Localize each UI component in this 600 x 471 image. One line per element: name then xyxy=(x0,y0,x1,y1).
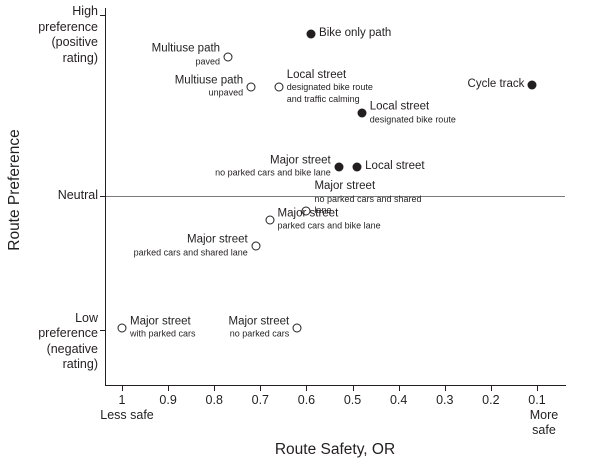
data-point-sublabel: parked cars and shared lane xyxy=(133,247,248,258)
data-point-sublabel: with parked cars xyxy=(130,328,196,339)
y-tick-mark xyxy=(100,196,105,197)
data-point-label: Local street xyxy=(365,160,424,174)
x-tick-label: 0.5 xyxy=(343,393,362,407)
data-point-name: Major street xyxy=(277,207,339,220)
data-point-name: Major street xyxy=(270,154,331,167)
data-point-label: Major street no parked cars xyxy=(229,315,290,340)
y-tick-mark xyxy=(100,330,105,332)
neutral-reference-line xyxy=(106,196,565,197)
data-point-name: Multiuse path xyxy=(151,42,221,55)
data-point-dot xyxy=(274,82,284,92)
data-point-name: Major street xyxy=(130,315,191,328)
x-tick-label: 0.3 xyxy=(436,393,454,407)
data-point-label: Major street parked cars and bike lane xyxy=(278,207,381,232)
y-axis-line xyxy=(105,8,106,385)
x-tick-mark xyxy=(214,386,216,391)
y-axis-category-label: High preference (positive rating) xyxy=(38,3,98,65)
data-point-sublabel: parked cars and bike lane xyxy=(277,220,381,231)
data-point-name: Major street xyxy=(228,315,290,328)
data-point-dot xyxy=(301,206,311,216)
data-point-label: Major street parked cars and shared lane xyxy=(134,234,248,259)
data-point-label: Multiuse path unpaved xyxy=(175,74,243,99)
data-point-dot xyxy=(306,29,316,39)
x-tick-mark xyxy=(306,386,308,391)
x-tick-mark xyxy=(490,386,492,391)
data-point-sublabel: paved xyxy=(195,56,221,67)
data-point-name: Bike only path xyxy=(319,26,392,39)
data-point-dot xyxy=(117,323,127,333)
data-point-name: Multiuse path xyxy=(174,74,244,87)
x-tick-label: 0.6 xyxy=(297,393,316,407)
data-point-dot xyxy=(246,82,256,92)
data-point-sublabel: no parked cars and shared lane xyxy=(314,193,422,216)
data-point-name: Major street xyxy=(187,233,248,246)
axis-end-label-less-safe: Less safe xyxy=(100,408,154,422)
data-point-label: Local street designated bike route xyxy=(370,101,456,126)
data-point-sublabel: designated bike route and traffic calmin… xyxy=(286,82,373,104)
x-tick-label: 1 xyxy=(118,393,126,407)
x-axis-title: Route Safety, OR xyxy=(274,441,396,458)
data-point-name: Local street xyxy=(369,100,430,113)
y-tick-mark xyxy=(100,15,105,17)
x-tick-label: 0.8 xyxy=(205,393,223,407)
data-point-sublabel: unpaved xyxy=(208,87,244,98)
x-tick-mark xyxy=(398,386,400,391)
x-tick-mark xyxy=(444,386,446,391)
data-point-label: Major street no parked cars and shared la… xyxy=(314,180,421,216)
data-point-dot xyxy=(352,162,362,172)
data-point-name: Cycle track xyxy=(467,78,525,91)
x-tick-mark xyxy=(352,386,354,391)
x-tick-label: 0.9 xyxy=(159,393,177,407)
x-tick-mark xyxy=(537,386,538,391)
data-point-name: Local street xyxy=(365,159,425,172)
data-point-dot xyxy=(292,323,302,333)
x-tick-mark xyxy=(260,386,262,391)
data-point-label: Cycle track xyxy=(468,79,525,93)
x-tick-label: 0.4 xyxy=(389,393,408,407)
x-tick-mark xyxy=(168,386,170,391)
data-point-label: Multiuse path paved xyxy=(152,43,220,68)
data-point-dot xyxy=(527,80,537,90)
data-point-sublabel: designated bike route xyxy=(369,114,456,125)
data-point-sublabel: no parked cars and bike lane xyxy=(215,167,331,178)
data-point-label: Major street with parked cars xyxy=(130,315,196,340)
data-point-label: Major street no parked cars and bike lane xyxy=(215,154,331,179)
y-axis-category-label: Low preference (negative rating) xyxy=(38,310,98,372)
data-point-sublabel: no parked cars xyxy=(229,328,290,339)
x-tick-label: 0.7 xyxy=(251,393,270,407)
data-point-name: Major street xyxy=(314,180,376,193)
axis-end-label-more-safe: More safe xyxy=(529,408,559,438)
x-axis-line xyxy=(105,385,566,386)
data-point-label: Local street designated bike route and tr… xyxy=(287,69,373,105)
data-point-label: Bike only path xyxy=(319,27,391,41)
x-tick-mark xyxy=(122,386,123,391)
data-point-dot xyxy=(223,52,233,62)
x-tick-label: 0.2 xyxy=(482,393,500,407)
data-point-dot xyxy=(251,241,261,251)
data-point-dot xyxy=(265,215,275,225)
data-point-dot xyxy=(357,108,367,118)
data-point-dot xyxy=(334,162,344,172)
data-point-name: Local street xyxy=(286,68,347,81)
x-tick-label: 0.1 xyxy=(528,393,546,407)
y-axis-category-label: Neutral xyxy=(57,188,98,203)
